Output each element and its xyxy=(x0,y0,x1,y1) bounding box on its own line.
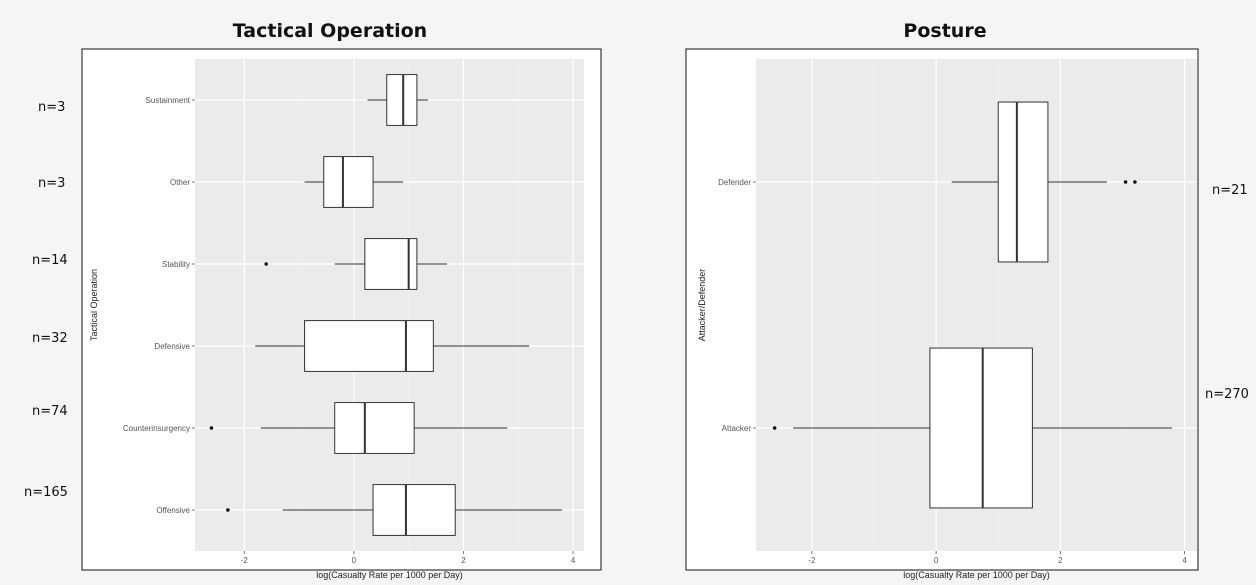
count-label: n=165 xyxy=(24,485,68,500)
x-tick-label: 2 xyxy=(461,556,466,565)
chart-title: Posture xyxy=(903,20,987,42)
y-tick-label: Offensive xyxy=(156,506,190,515)
y-tick-label: Sustainment xyxy=(146,96,191,105)
count-label: n=32 xyxy=(32,331,68,346)
chart-title: Tactical Operation xyxy=(232,20,428,42)
count-label: n=3 xyxy=(38,176,66,191)
x-tick-label: 0 xyxy=(934,556,939,565)
box-iqr xyxy=(323,156,374,208)
count-label: n=21 xyxy=(1212,183,1248,198)
y-axis-title: Tactical Operation xyxy=(89,269,99,341)
count-label: n=74 xyxy=(32,404,68,419)
y-tick-label: Stability xyxy=(162,260,190,269)
y-tick-label: Other xyxy=(170,178,190,187)
x-tick-label: 0 xyxy=(352,556,357,565)
count-label: n=3 xyxy=(38,100,66,115)
outlier-point xyxy=(226,508,230,512)
outlier-point xyxy=(1133,180,1137,184)
box-iqr xyxy=(929,347,1033,509)
outlier-point xyxy=(209,426,214,430)
y-tick-label: Defender xyxy=(718,178,751,187)
y-tick-label: Attacker xyxy=(722,424,752,433)
x-tick-label: -2 xyxy=(808,556,816,565)
box-iqr xyxy=(304,320,434,372)
outlier-point xyxy=(1123,180,1128,184)
outlier-point xyxy=(772,426,777,430)
count-label: n=270 xyxy=(1205,387,1249,402)
x-tick-label: 4 xyxy=(1182,556,1187,565)
box-iqr xyxy=(386,74,418,126)
box-iqr xyxy=(997,101,1049,263)
y-axis-title: Attacker/Defender xyxy=(697,269,707,342)
box-iqr xyxy=(372,484,456,536)
y-tick-label: Defensive xyxy=(154,342,190,351)
x-tick-label: -2 xyxy=(241,556,249,565)
count-label: n=14 xyxy=(32,253,68,268)
box-iqr xyxy=(334,402,415,454)
outlier-point xyxy=(264,262,269,266)
x-tick-label: 2 xyxy=(1058,556,1063,565)
x-axis-title: log(Casualty Rate per 1000 per Day) xyxy=(903,570,1050,580)
plot-panel xyxy=(195,59,584,551)
y-tick-label: Counterinsurgency xyxy=(123,424,190,433)
x-tick-label: 4 xyxy=(571,556,576,565)
x-axis-title: log(Casualty Rate per 1000 per Day) xyxy=(316,570,463,580)
